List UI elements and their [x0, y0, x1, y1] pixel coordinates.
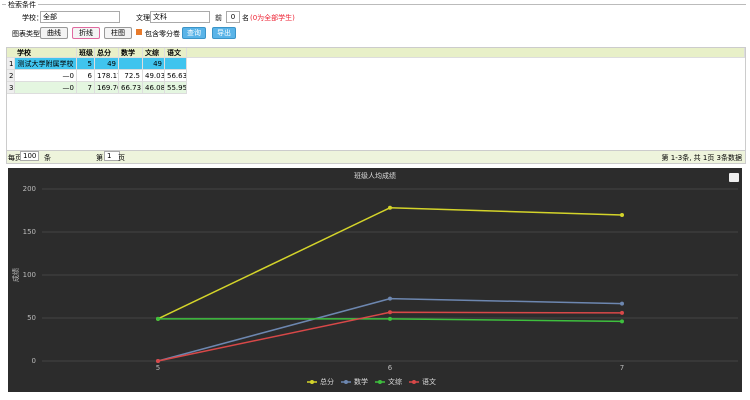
- table-cell: [119, 58, 143, 70]
- chart-type-button[interactable]: 曲线: [40, 27, 68, 39]
- data-point: [156, 316, 160, 321]
- data-point: [388, 296, 392, 301]
- data-point: [388, 310, 392, 315]
- header-bg: [7, 48, 745, 58]
- table-cell: 66.73: [119, 82, 143, 94]
- pager-text: 每页: [8, 154, 22, 162]
- legend-label: 语文: [422, 377, 436, 386]
- table-cell: 55.95: [165, 82, 187, 94]
- column-header: 数学: [119, 48, 143, 58]
- top-input[interactable]: 0: [226, 11, 240, 23]
- pager-text: 页: [118, 154, 125, 162]
- table-cell: 178.17: [95, 70, 119, 82]
- x-tick-label: 6: [388, 364, 393, 372]
- chart-type-button[interactable]: 柱图: [104, 27, 132, 39]
- fieldset-legend: 检索条件: [6, 0, 38, 10]
- school-select[interactable]: 全部: [40, 11, 120, 23]
- column-header: 总分: [95, 48, 119, 58]
- table-cell: 72.5: [119, 70, 143, 82]
- x-tick-label: 5: [156, 364, 160, 372]
- y-tick-label: 100: [23, 271, 36, 279]
- label: 学校：: [22, 14, 43, 22]
- pager-text: 第: [96, 154, 103, 162]
- y-tick-label: 150: [23, 228, 36, 236]
- legend-label: 文综: [388, 377, 402, 386]
- search-fieldset: [2, 4, 746, 43]
- x-tick-label: 7: [620, 364, 624, 372]
- legend-marker: [344, 380, 348, 384]
- label: 文理：: [136, 14, 157, 22]
- legend-marker: [412, 380, 416, 384]
- row-number: 1: [7, 58, 15, 70]
- pager-text: 条: [44, 154, 51, 162]
- chart-title: 班级人均成绩: [354, 171, 396, 180]
- chart-type-button[interactable]: 折线: [72, 27, 100, 39]
- table-cell: [165, 58, 187, 70]
- column-header: 语文: [165, 48, 187, 58]
- checkbox[interactable]: [136, 29, 142, 35]
- export-button[interactable]: 导出: [212, 27, 236, 39]
- data-point: [620, 319, 624, 324]
- data-grid: 学校班级总分数学文综语文1测试大学附属学校549492—06178.1772.5…: [6, 47, 746, 152]
- table-cell: 测试大学附属学校: [15, 58, 77, 70]
- query-button[interactable]: 查询: [182, 27, 206, 39]
- table-cell: 49.03: [143, 70, 165, 82]
- row-number: 3: [7, 82, 15, 94]
- data-point: [620, 301, 624, 306]
- legend-marker: [310, 380, 314, 384]
- column-header: 班级: [77, 48, 95, 58]
- pager: [6, 150, 746, 164]
- y-tick-label: 0: [32, 357, 36, 365]
- column-header: 学校: [15, 48, 77, 58]
- table-cell: 49: [143, 58, 165, 70]
- hint: (0为全部学生): [250, 14, 295, 22]
- data-point: [388, 205, 392, 210]
- table-cell: —0: [15, 70, 77, 82]
- legend-marker: [378, 380, 382, 384]
- legend-label: 总分: [320, 377, 334, 386]
- y-tick-label: 200: [23, 185, 36, 193]
- pager-summary: 第 1-3条, 共 1页 3条数据: [661, 154, 742, 162]
- table-cell: 6: [77, 70, 95, 82]
- table-cell: 49: [95, 58, 119, 70]
- chart-menu[interactable]: [729, 173, 739, 182]
- table-cell: —0: [15, 82, 77, 94]
- y-axis-label: 成绩: [11, 268, 20, 282]
- row-number: 2: [7, 70, 15, 82]
- page-input[interactable]: 1: [104, 151, 120, 161]
- per-page-select[interactable]: 100: [20, 151, 40, 161]
- data-point: [156, 359, 160, 363]
- table-cell: 56.63: [165, 70, 187, 82]
- table-cell: 46.08: [143, 82, 165, 94]
- checkbox-label: 包含零分卷: [145, 30, 180, 38]
- table-cell: 7: [77, 82, 95, 94]
- legend-label: 数学: [354, 377, 368, 386]
- data-point: [620, 310, 624, 315]
- table-cell: 5: [77, 58, 95, 70]
- y-tick-label: 50: [27, 314, 36, 322]
- chart-background: [8, 168, 742, 392]
- table-cell: 169.76: [95, 82, 119, 94]
- label: 图表类型：: [12, 30, 47, 38]
- data-point: [388, 316, 392, 321]
- label: 名: [242, 14, 249, 22]
- data-point: [620, 213, 624, 218]
- label: 前: [215, 14, 222, 22]
- track-select[interactable]: 文科: [150, 11, 210, 23]
- column-header: 文综: [143, 48, 165, 58]
